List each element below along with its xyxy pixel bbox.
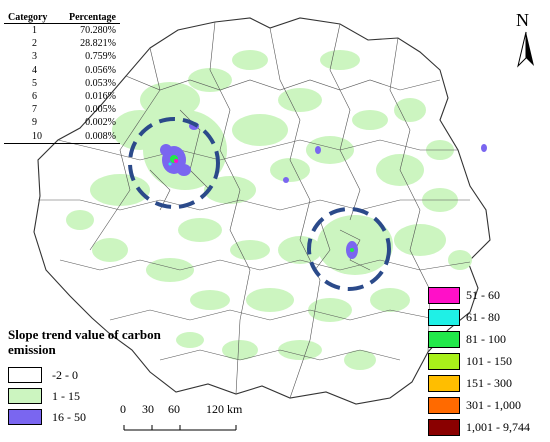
highlight-circle-east [307, 207, 391, 291]
north-arrow-icon [517, 31, 534, 68]
legend-label: 16 - 50 [52, 409, 86, 424]
legend-item: -2 - 0 [8, 365, 178, 385]
category-cell: 10 [4, 129, 58, 144]
table-row: 2 28.821% [4, 37, 120, 50]
scale-label: 0 [120, 402, 126, 416]
scale-label: 60 [168, 402, 180, 416]
legend-item: 151 - 300 [428, 373, 548, 393]
legend-label: 301 - 1,000 [466, 397, 521, 412]
legend-swatch [428, 352, 460, 370]
legend-label: 61 - 80 [466, 309, 500, 324]
legend-swatch [428, 374, 460, 392]
table-row: 3 0.759% [4, 50, 120, 63]
category-cell: 5 [32, 77, 37, 89]
table-row: 6 0.016% [4, 90, 120, 103]
legend-swatch [428, 308, 460, 326]
legend-swatch [8, 367, 42, 383]
legend-label: 1 - 15 [52, 388, 80, 403]
percentage-cell: 28.821% [80, 38, 116, 50]
legend-item: 1,001 - 9,744 [428, 417, 548, 437]
legend-label: 1,001 - 9,744 [466, 419, 530, 434]
legend-label: -2 - 0 [52, 367, 78, 382]
category-cell: 1 [32, 25, 37, 36]
scale-label: 30 [142, 402, 154, 416]
percentage-cell: 0.053% [85, 77, 116, 89]
scale-label: 120 km [206, 402, 243, 416]
table-row: 10 0.008% [4, 129, 120, 144]
legend-swatch [428, 396, 460, 414]
percentage-cell: 0.008% [57, 129, 120, 144]
legend-label: 101 - 150 [466, 353, 512, 368]
north-label: N [516, 10, 529, 30]
legend-item: 1 - 15 [8, 386, 178, 406]
legend-item: 101 - 150 [428, 351, 548, 371]
legend-swatch [8, 388, 42, 404]
table-row: 7 0.005% [4, 103, 120, 116]
category-cell: 4 [32, 64, 37, 76]
highlight-circle-west [128, 117, 220, 209]
county-boundaries [38, 21, 471, 399]
percentage-cell: 0.759% [85, 51, 116, 63]
category-percentage-table: Category Percentage 1 70.280% 2 28.821% 3 0… [4, 12, 120, 144]
category-cell: 9 [32, 117, 37, 129]
north-arrow: N [508, 10, 544, 70]
percentage-cell: 0.016% [85, 91, 116, 103]
category-cell: 2 [32, 38, 37, 50]
percentage-cell: 0.002% [85, 117, 116, 129]
scale-bar-graphic [123, 425, 237, 431]
legend-label: 151 - 300 [466, 375, 512, 390]
slope-legend: Slope trend value of carbon emission -2 … [8, 327, 178, 428]
table-row: 9 0.002% [4, 116, 120, 129]
category-cell: 3 [32, 51, 37, 63]
table-header-percentage: Percentage [57, 12, 120, 24]
core-emission-points [168, 155, 354, 252]
legend-label: 81 - 100 [466, 331, 506, 346]
legend-item: 61 - 80 [428, 307, 548, 327]
legend-item: 301 - 1,000 [428, 395, 548, 415]
category-cell: 7 [32, 104, 37, 116]
table-header-category: Category [4, 12, 58, 24]
percentage-cell: 70.280% [80, 25, 116, 36]
legend-swatch [428, 286, 460, 304]
scale-bar: 0 30 60 120 km [118, 402, 242, 432]
legend-swatch [428, 330, 460, 348]
table-row: 1 70.280% [4, 24, 120, 38]
legend-swatch [428, 418, 460, 436]
percentage-cell: 0.005% [85, 104, 116, 116]
category-cell: 6 [32, 91, 37, 103]
legend-item: 16 - 50 [8, 407, 178, 427]
high-value-legend: 51 - 60 61 - 80 81 - 100 101 - 150 151 -… [428, 285, 548, 439]
legend-item: 81 - 100 [428, 329, 548, 349]
table-row: 5 0.053% [4, 77, 120, 90]
legend-title: Slope trend value of carbon emission [8, 327, 161, 357]
legend-item: 51 - 60 [428, 285, 548, 305]
legend-swatch [8, 409, 42, 425]
percentage-cell: 0.056% [85, 64, 116, 76]
legend-label: 51 - 60 [466, 287, 500, 302]
table-row: 4 0.056% [4, 64, 120, 77]
